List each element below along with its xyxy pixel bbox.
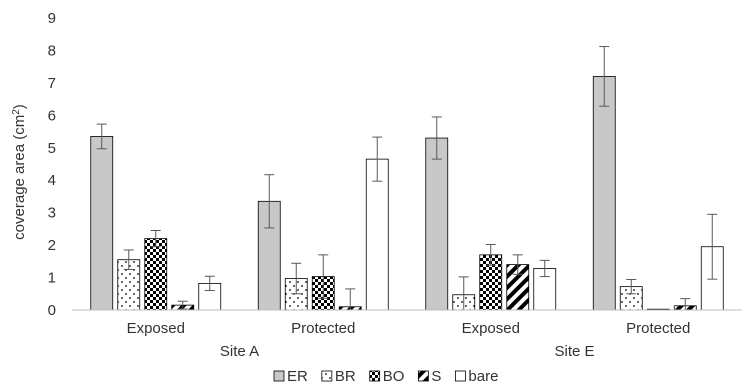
error-bars xyxy=(96,46,718,311)
site-label: Site E xyxy=(554,343,594,360)
x-tick-label: Exposed xyxy=(462,320,520,337)
bars xyxy=(90,76,724,311)
bar-ER-3 xyxy=(592,76,616,311)
error-bar-S-2 xyxy=(512,254,523,275)
error-bar-ER-3 xyxy=(599,46,610,107)
legend-swatch-bare xyxy=(454,370,466,382)
bar-ER-2 xyxy=(425,137,449,311)
y-tick-label: 4 xyxy=(48,172,56,189)
y-tick-label: 1 xyxy=(48,270,56,287)
y-tick-label: 9 xyxy=(48,10,56,27)
y-tick-label: 8 xyxy=(48,42,56,59)
y-tick-label: 3 xyxy=(48,205,56,222)
error-bar-BO-2 xyxy=(485,243,496,266)
x-tick-label: Protected xyxy=(291,320,355,337)
error-bar-bare-1 xyxy=(372,136,383,182)
legend-label-BR: BR xyxy=(335,368,356,385)
legend-label-S: S xyxy=(431,368,441,385)
site-labels: Site A Site E xyxy=(220,343,595,360)
y-axis: 0 1 2 3 4 5 6 7 8 9 xyxy=(48,10,56,319)
x-tick-label: Exposed xyxy=(127,320,185,337)
error-bar-BR-3 xyxy=(626,279,637,295)
y-axis-label: coverage area (cm2) xyxy=(11,104,29,240)
site-label: Site A xyxy=(220,343,259,360)
bar-bare-1 xyxy=(365,158,389,311)
y-tick-label: 2 xyxy=(48,237,56,254)
y-tick-label: 6 xyxy=(48,107,56,124)
legend-label-bare: bare xyxy=(468,368,498,385)
error-bar-BO-0 xyxy=(150,230,161,248)
error-bar-ER-0 xyxy=(96,123,107,150)
legend-swatch-S xyxy=(417,370,429,382)
error-bar-ER-2 xyxy=(431,116,442,160)
error-bar-BR-0 xyxy=(123,249,134,270)
legend-label-BO: BO xyxy=(383,368,405,385)
legend-swatch-BO xyxy=(369,370,381,382)
error-bar-bare-2 xyxy=(539,259,550,278)
error-bar-bare-3 xyxy=(707,213,718,280)
error-bar-ER-1 xyxy=(264,174,275,229)
x-axis-labels: Exposed Protected Exposed Protected xyxy=(127,320,691,337)
y-tick-label: 0 xyxy=(48,302,56,319)
legend-swatch-ER xyxy=(273,370,285,382)
y-tick-label: 7 xyxy=(48,75,56,92)
error-bar-S-0 xyxy=(177,300,188,310)
error-bar-bare-0 xyxy=(204,275,215,292)
bar-BO-0 xyxy=(144,238,168,311)
legend-swatch-BR xyxy=(321,370,333,382)
y-tick-label: 5 xyxy=(48,140,56,157)
error-bar-BO-1 xyxy=(318,254,329,299)
bar-ER-0 xyxy=(90,136,114,311)
error-bar-BR-1 xyxy=(291,262,302,295)
legend-label-ER: ER xyxy=(287,368,308,385)
x-tick-label: Protected xyxy=(626,320,690,337)
